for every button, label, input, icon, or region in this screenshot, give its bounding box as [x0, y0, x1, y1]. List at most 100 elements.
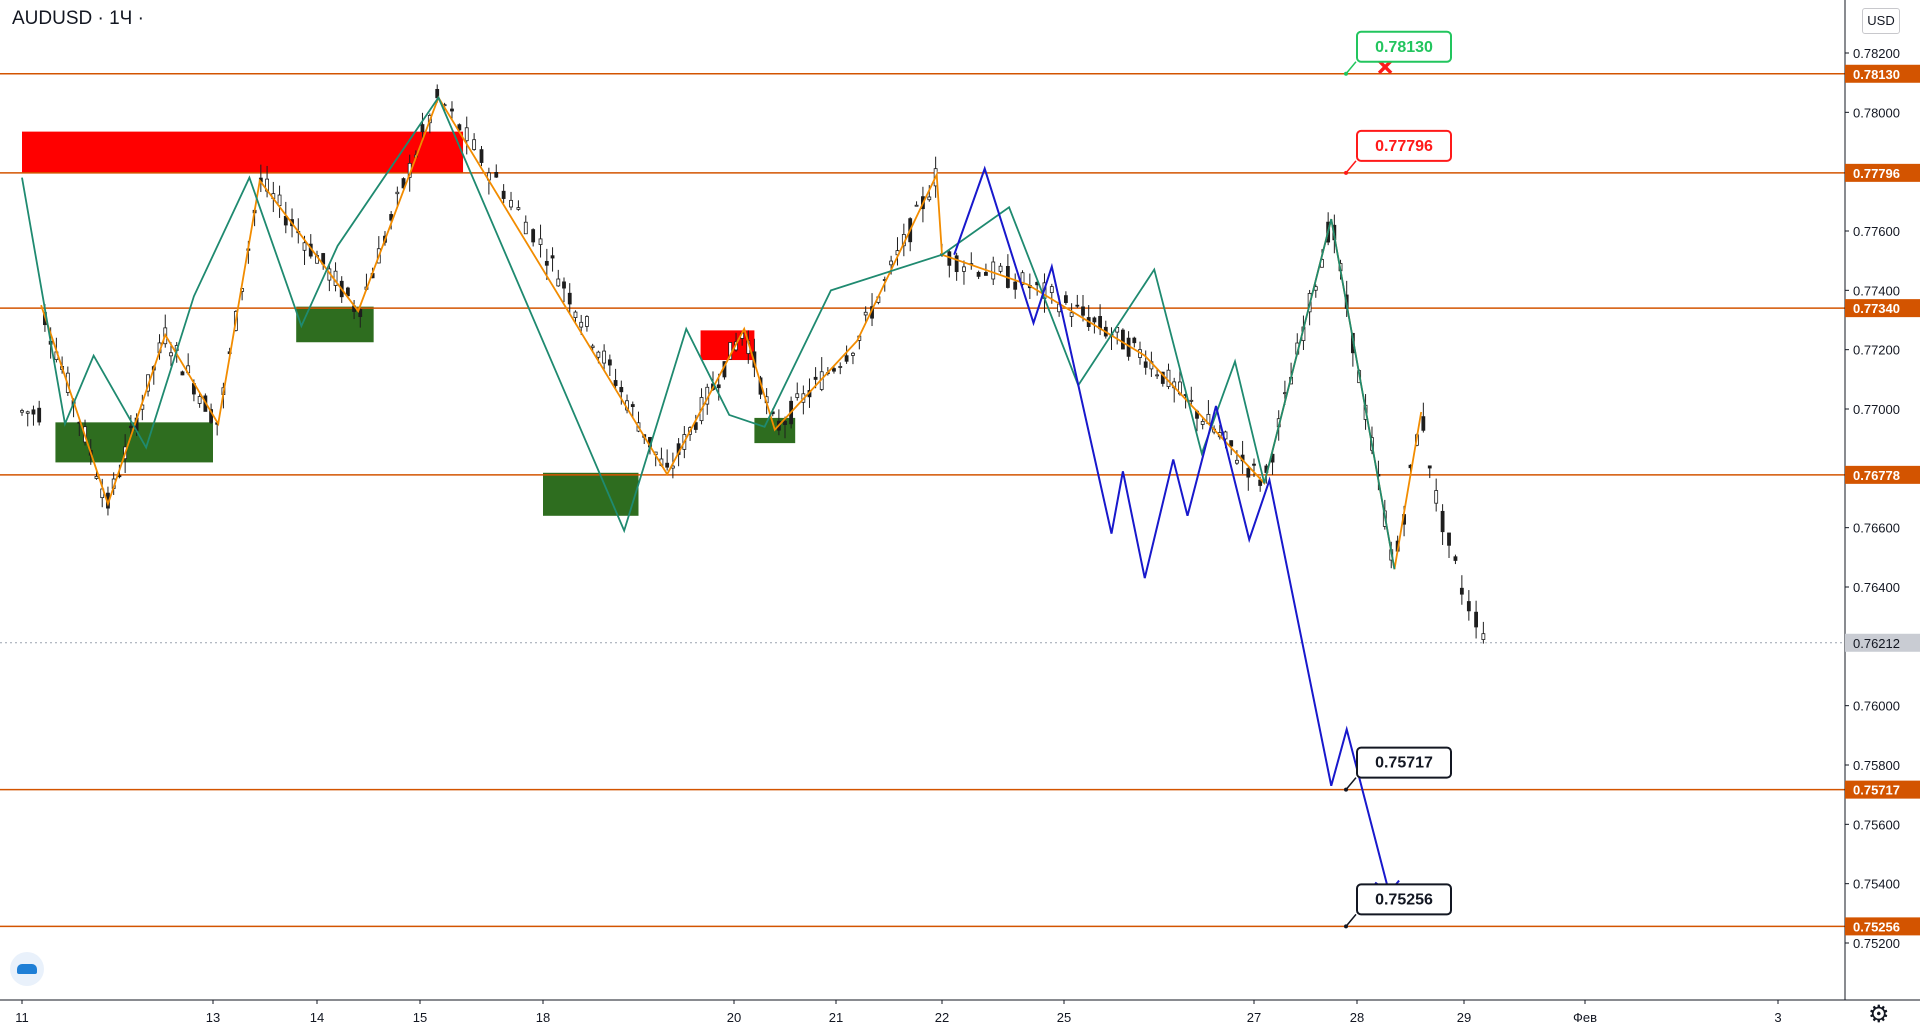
- candle-body: [420, 124, 425, 133]
- price-tick-label: 0.77400: [1853, 283, 1900, 298]
- candle-body: [1229, 440, 1234, 447]
- zigzag-series-line: [21, 95, 1396, 570]
- gear-icon[interactable]: ⚙: [1868, 1001, 1890, 1028]
- candle-body: [607, 359, 612, 366]
- price-tick-label: 0.77000: [1853, 402, 1900, 417]
- candle-body: [1235, 459, 1239, 464]
- price-tick-label: 0.75600: [1853, 817, 1900, 832]
- date-tick-label: 22: [935, 1010, 949, 1025]
- candle-body: [1155, 374, 1159, 377]
- candle-body: [395, 191, 400, 195]
- candle-body: [450, 108, 454, 112]
- candle-body: [550, 255, 555, 259]
- date-tick-label: 27: [1247, 1010, 1261, 1025]
- candle-body: [31, 409, 36, 415]
- date-tick-label: 20: [727, 1010, 741, 1025]
- callout-pointer: [1345, 160, 1357, 174]
- date-tick-label: Фев: [1573, 1010, 1597, 1025]
- candle-body: [472, 139, 477, 150]
- date-tick-label: 3: [1774, 1010, 1781, 1025]
- candle-body: [567, 292, 572, 305]
- candle-body: [544, 260, 549, 266]
- candle-body: [1160, 371, 1165, 384]
- candle-body: [1092, 317, 1097, 323]
- candle-body: [457, 124, 462, 131]
- tradingview-cloud-icon: [10, 952, 44, 986]
- cancel-cross-icon: [1377, 59, 1393, 75]
- callout-dot: [1344, 170, 1348, 175]
- candle-body: [556, 278, 561, 287]
- callout-pointer: [1345, 913, 1357, 927]
- zone-rect: [22, 131, 464, 173]
- candle-body: [579, 321, 584, 328]
- level-callout-text: 0.75256: [1375, 891, 1433, 908]
- date-tick-label: 18: [536, 1010, 550, 1025]
- candle-body: [889, 260, 894, 266]
- date-tick-label: 13: [206, 1010, 220, 1025]
- candle-body: [693, 422, 698, 430]
- level-axis-badge: [1845, 465, 1920, 484]
- current-price-label: 0.76212: [1853, 636, 1900, 651]
- candle-body: [531, 229, 536, 243]
- candle-body: [602, 350, 607, 364]
- candle-body: [1246, 468, 1251, 478]
- candle-body: [1189, 399, 1194, 402]
- current-price-badge: [1845, 633, 1920, 652]
- candle-body: [1466, 601, 1471, 612]
- candle-body: [991, 261, 996, 280]
- level-axis-badge: [1845, 299, 1920, 318]
- candle-body: [716, 384, 721, 389]
- level-axis-label: 0.76778: [1853, 468, 1900, 483]
- candle-body: [169, 352, 173, 357]
- candle-body: [998, 265, 1003, 272]
- candle-body: [1020, 272, 1025, 285]
- candle-body: [927, 196, 932, 201]
- level-axis-label: 0.75717: [1853, 783, 1900, 798]
- candle-body: [1121, 329, 1125, 350]
- candle-body: [1459, 587, 1464, 595]
- candle-body: [1013, 281, 1018, 290]
- level-callout-box: [1356, 883, 1452, 916]
- candle-body: [984, 272, 988, 276]
- level-callout-text: 0.75717: [1375, 755, 1433, 772]
- level-axis-label: 0.77340: [1853, 301, 1900, 316]
- candle-body: [37, 407, 42, 423]
- candle-body: [1427, 465, 1432, 469]
- price-tick-label: 0.77600: [1853, 224, 1900, 239]
- candle-body: [358, 309, 363, 318]
- candle-body: [1132, 337, 1137, 344]
- candle-body: [1440, 510, 1445, 533]
- currency-button[interactable]: USD: [1862, 8, 1900, 34]
- candle-body: [783, 420, 787, 425]
- symbol-title: AUDUSD · 1Ч ·: [12, 8, 144, 29]
- candle-body: [1064, 295, 1068, 303]
- level-axis-label: 0.77796: [1853, 166, 1900, 181]
- candle-body: [832, 368, 836, 372]
- candle-body: [94, 476, 99, 479]
- candle-body: [345, 287, 350, 297]
- candle-body: [523, 221, 528, 235]
- price-tick-label: 0.78200: [1853, 46, 1900, 61]
- candle-body: [1049, 286, 1054, 293]
- candle-body: [302, 242, 307, 251]
- level-axis-badge: [1845, 917, 1920, 936]
- level-axis-badge: [1845, 64, 1920, 83]
- level-callout-text: 0.77796: [1375, 138, 1433, 155]
- candle-body: [954, 255, 959, 273]
- candle-body: [180, 371, 185, 376]
- candle-body: [538, 238, 543, 245]
- candle-body: [1069, 312, 1074, 317]
- candle-body: [813, 376, 818, 380]
- candle-body: [795, 393, 800, 398]
- level-axis-badge: [1845, 780, 1920, 799]
- date-tick-label: 14: [310, 1010, 324, 1025]
- date-tick-label: 25: [1057, 1010, 1071, 1025]
- candle-body: [1252, 463, 1256, 466]
- callout-dot: [1344, 71, 1348, 76]
- candle-body: [479, 149, 484, 163]
- date-tick-label: 15: [413, 1010, 427, 1025]
- level-axis-label: 0.78130: [1853, 67, 1900, 82]
- price-tick-label: 0.76000: [1853, 699, 1900, 714]
- callout-dot: [1344, 924, 1348, 929]
